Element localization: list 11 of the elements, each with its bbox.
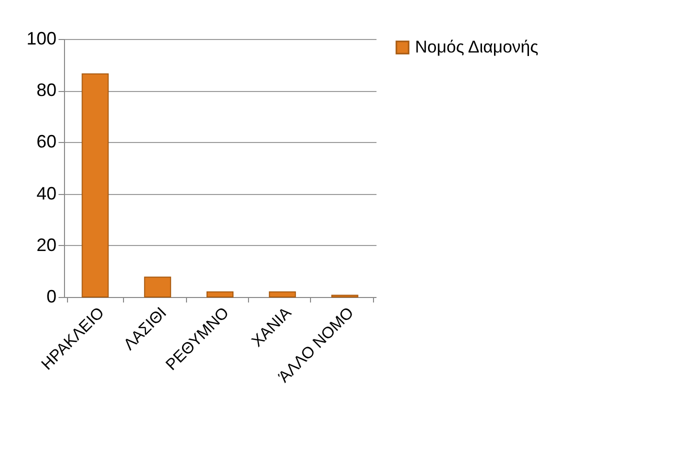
bar bbox=[206, 291, 234, 298]
y-tick-label: 100 bbox=[26, 28, 56, 48]
y-tick-label: 20 bbox=[36, 234, 56, 255]
y-tick-label: 60 bbox=[36, 132, 56, 152]
bar bbox=[82, 73, 109, 298]
y-tick-label: 40 bbox=[36, 183, 56, 204]
bar bbox=[268, 291, 296, 298]
y-tick-label: 0 bbox=[46, 286, 56, 306]
y-tick-label: 80 bbox=[36, 80, 56, 100]
bar bbox=[144, 276, 172, 298]
legend-label: Νομός Διαμονής bbox=[415, 38, 538, 56]
